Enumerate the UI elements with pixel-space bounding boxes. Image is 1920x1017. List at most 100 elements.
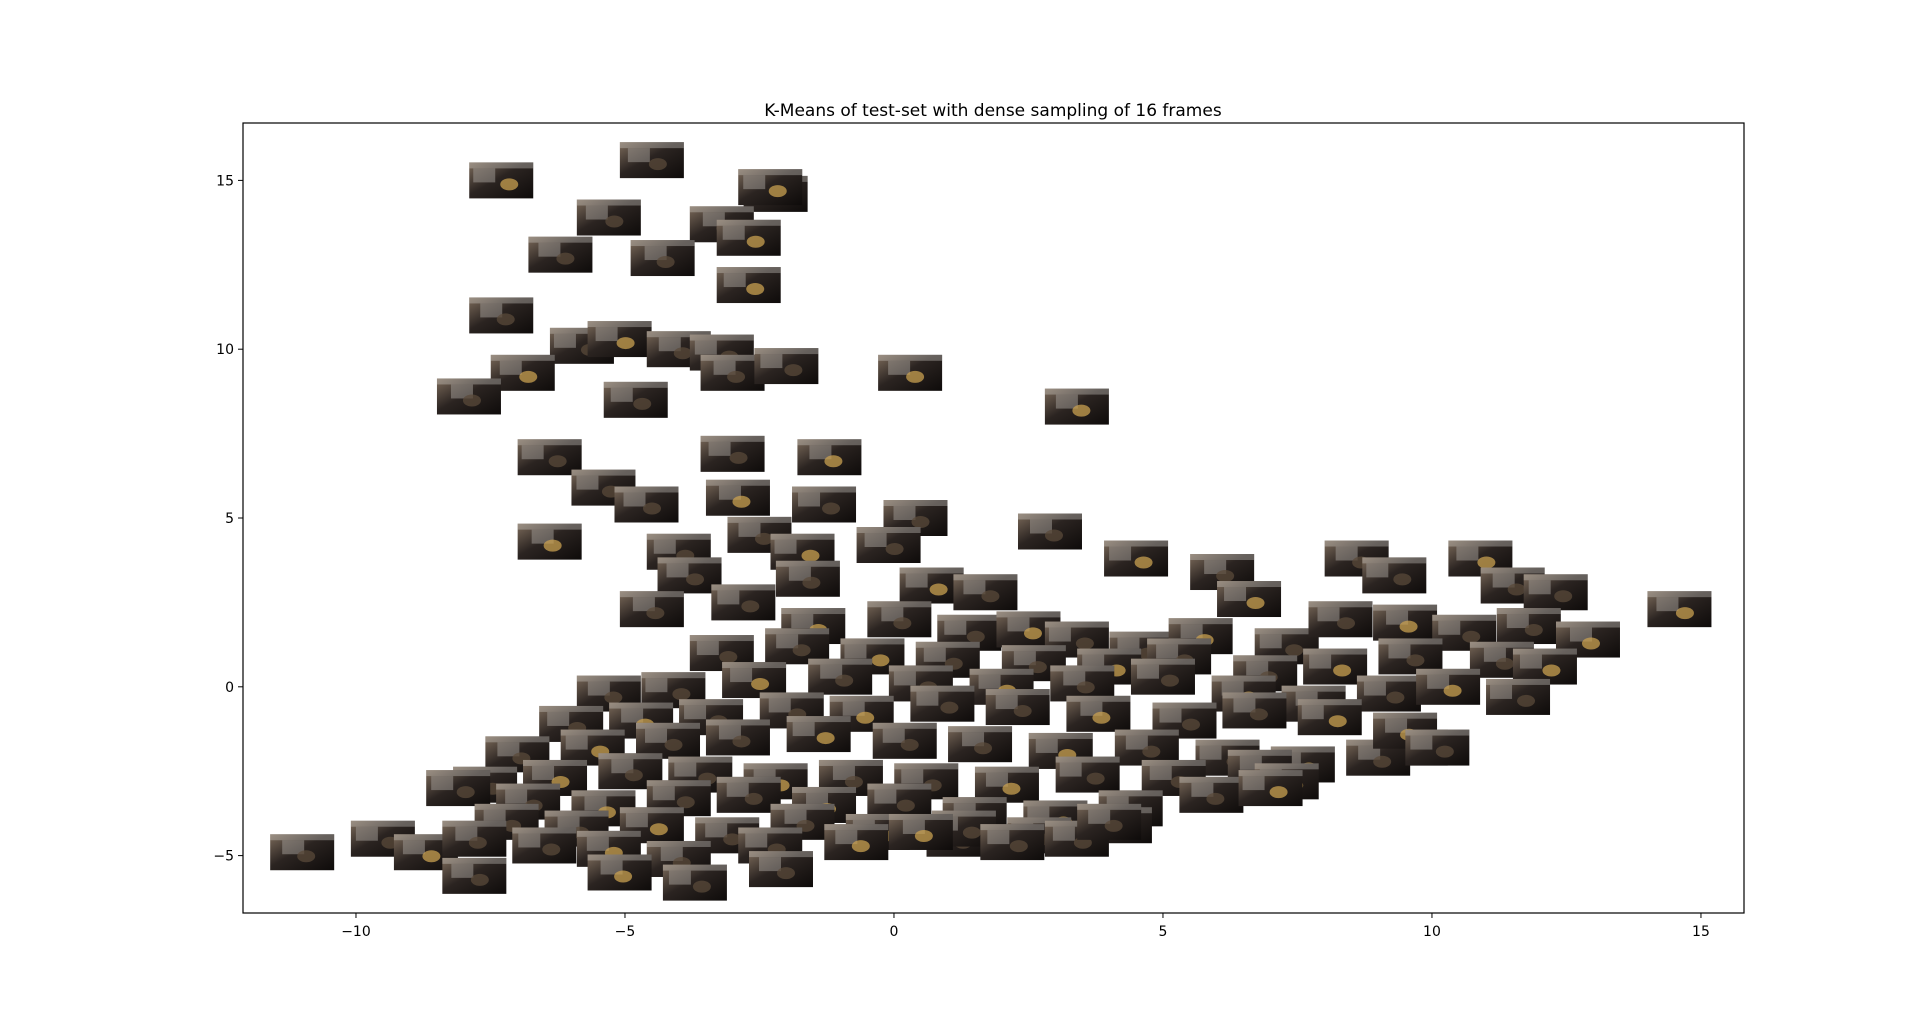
frame-thumbnail-point	[808, 658, 873, 695]
frame-thumbnail-point	[1378, 638, 1443, 675]
frame-thumbnail-point	[1222, 692, 1287, 729]
frame-thumbnail-point	[705, 719, 770, 756]
frame-thumbnail-point	[1647, 591, 1712, 628]
x-tick-label: 15	[1692, 924, 1710, 940]
frame-thumbnail-point	[512, 827, 577, 864]
frame-thumbnail-point	[1512, 648, 1577, 685]
frame-thumbnail-point	[528, 236, 593, 273]
frame-thumbnail-point	[641, 672, 706, 709]
frame-thumbnail-point	[603, 381, 668, 418]
frame-thumbnail-point	[1104, 540, 1169, 577]
frame-thumbnail-point	[1303, 648, 1368, 685]
frame-thumbnail-point	[1405, 729, 1470, 766]
thumbnail-layer	[270, 142, 1712, 901]
frame-thumbnail-point	[1050, 665, 1115, 702]
frame-thumbnail-point	[576, 199, 641, 236]
frame-thumbnail-point	[1077, 803, 1142, 840]
y-tick-label: 10	[216, 342, 234, 358]
frame-thumbnail-point	[426, 770, 491, 807]
frame-thumbnail-point	[436, 378, 501, 415]
frame-thumbnail-point	[824, 824, 889, 861]
frame-thumbnail-point	[716, 267, 781, 304]
frame-thumbnail-point	[953, 574, 1018, 611]
y-tick-label: 0	[225, 680, 234, 696]
chart-title: K-Means of test-set with dense sampling …	[764, 101, 1222, 121]
frame-thumbnail-point	[1066, 695, 1131, 732]
frame-thumbnail-point	[662, 864, 727, 901]
frame-thumbnail-point	[1448, 540, 1513, 577]
frame-thumbnail-point	[888, 813, 953, 850]
frame-thumbnail-point	[350, 820, 415, 857]
frame-thumbnail-point	[614, 486, 679, 523]
frame-thumbnail-point	[442, 857, 507, 894]
y-tick-label: 15	[216, 173, 234, 189]
frame-thumbnail-point	[619, 142, 684, 179]
frame-thumbnail-point	[867, 783, 932, 820]
frame-thumbnail-point	[700, 435, 765, 472]
frame-thumbnail-point	[797, 439, 862, 476]
x-tick-label: −10	[341, 924, 371, 940]
frame-thumbnail-point	[619, 591, 684, 628]
frame-thumbnail-point	[1416, 668, 1481, 705]
frame-thumbnail-point	[980, 824, 1045, 861]
frame-thumbnail-point	[689, 635, 754, 672]
frame-thumbnail-point	[1179, 776, 1244, 813]
frame-thumbnail-point	[1308, 601, 1373, 638]
frame-thumbnail-point	[469, 162, 534, 199]
frame-thumbnail-point	[985, 689, 1050, 726]
frame-thumbnail-point	[786, 716, 851, 753]
frame-thumbnail-point	[517, 439, 582, 476]
frame-thumbnail-point	[1017, 513, 1082, 550]
x-tick-label: 5	[1159, 924, 1168, 940]
frame-thumbnail-point	[646, 780, 711, 817]
frame-thumbnail-point	[899, 567, 964, 604]
frame-thumbnail-point	[1297, 699, 1362, 736]
y-tick-label: −5	[213, 849, 234, 865]
y-tick-label: 5	[225, 511, 234, 527]
frame-thumbnail-point	[270, 834, 335, 871]
frame-thumbnail-point	[948, 726, 1013, 763]
frame-thumbnail-point	[587, 854, 652, 891]
frame-thumbnail-point	[517, 523, 582, 560]
frame-thumbnail-point	[872, 722, 937, 759]
frame-thumbnail-point	[910, 685, 975, 722]
x-tick-label: 0	[890, 924, 899, 940]
x-tick-label: −5	[615, 924, 636, 940]
frame-thumbnail-point	[1130, 658, 1195, 695]
frame-thumbnail-point	[754, 348, 819, 385]
frame-thumbnail-point	[711, 584, 776, 621]
frame-thumbnail-point	[915, 641, 980, 678]
frame-thumbnail-point	[1114, 729, 1179, 766]
frame-thumbnail-point	[775, 560, 840, 597]
frame-thumbnail-point	[856, 527, 921, 564]
frame-thumbnail-point	[587, 321, 652, 358]
frame-thumbnail-point	[878, 354, 943, 391]
x-tick-label: 10	[1423, 924, 1441, 940]
frame-thumbnail-point	[722, 662, 787, 699]
frame-thumbnail-point	[490, 354, 555, 391]
frame-thumbnail-point	[716, 219, 781, 256]
frame-thumbnail-point	[1055, 756, 1120, 793]
x-axis: −10 −5 0 5 10 15	[341, 913, 1710, 940]
frame-thumbnail-point	[630, 240, 695, 277]
frame-thumbnail-point	[700, 354, 765, 391]
frame-thumbnail-point	[1496, 608, 1561, 645]
frame-thumbnail-point	[1362, 557, 1427, 594]
frame-thumbnail-point	[1356, 675, 1421, 712]
frame-thumbnail-point	[867, 601, 932, 638]
frame-thumbnail-point	[1217, 581, 1282, 618]
frame-thumbnail-point	[1044, 388, 1109, 425]
frame-thumbnail-point	[657, 557, 722, 594]
frame-thumbnail-point	[1373, 604, 1438, 641]
frame-thumbnail-point	[636, 722, 701, 759]
frame-thumbnail-point	[1486, 678, 1551, 715]
frame-thumbnail-point	[792, 486, 857, 523]
frame-thumbnail-point	[748, 851, 813, 888]
frame-thumbnail-point	[765, 628, 830, 665]
frame-thumbnail-point	[974, 766, 1039, 803]
frame-thumbnail-point	[716, 776, 781, 813]
frame-thumbnail-point	[1523, 574, 1588, 611]
frame-thumbnail-point	[738, 169, 803, 206]
frame-thumbnail-point	[469, 297, 534, 334]
